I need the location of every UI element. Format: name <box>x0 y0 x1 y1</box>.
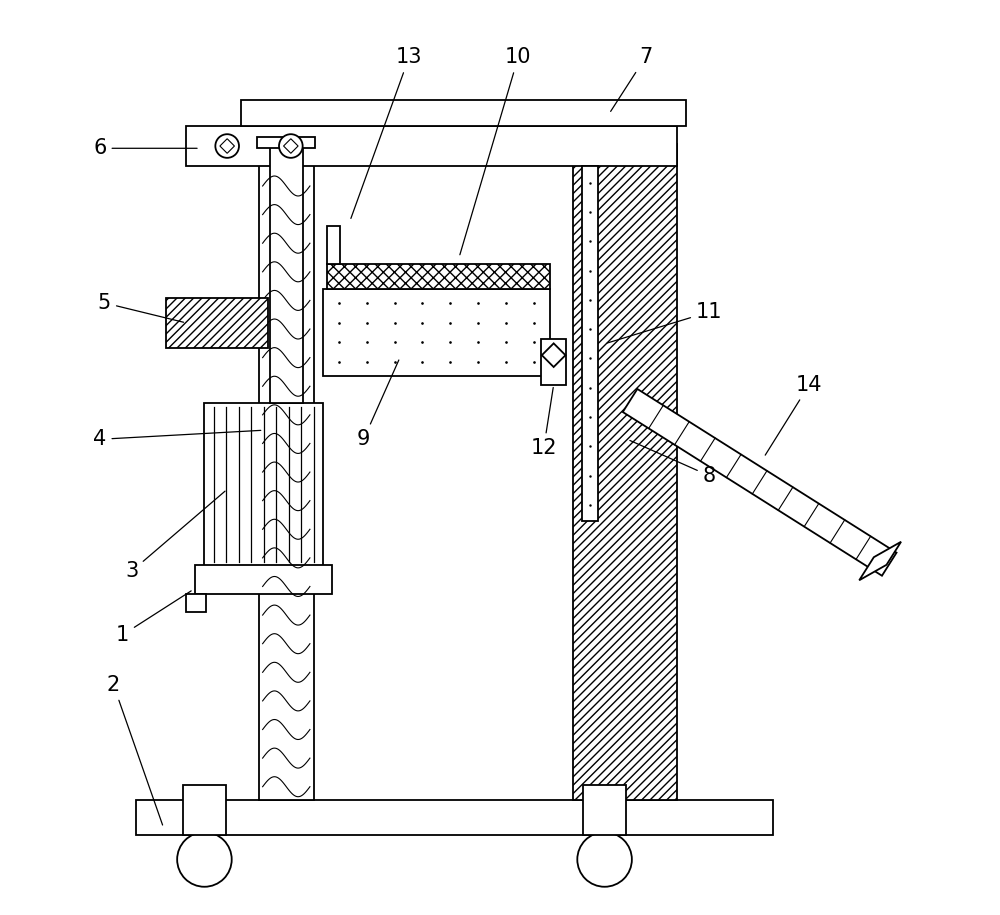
Text: 13: 13 <box>351 48 422 219</box>
Text: 1: 1 <box>116 591 191 645</box>
Bar <box>241 100 686 125</box>
Bar <box>183 785 226 834</box>
Bar <box>166 298 268 349</box>
Bar <box>186 594 206 612</box>
Text: 5: 5 <box>98 293 184 322</box>
Bar <box>270 144 303 403</box>
Bar <box>204 403 323 566</box>
Circle shape <box>177 832 232 887</box>
Text: 9: 9 <box>357 360 399 449</box>
Bar <box>323 289 550 376</box>
Circle shape <box>215 135 239 158</box>
Text: 2: 2 <box>107 675 163 825</box>
Polygon shape <box>542 343 565 367</box>
Bar <box>573 144 677 801</box>
Text: 11: 11 <box>607 302 722 343</box>
Bar <box>259 144 314 801</box>
Polygon shape <box>284 139 298 154</box>
Bar <box>257 137 315 148</box>
Text: 14: 14 <box>765 375 822 455</box>
Circle shape <box>279 135 303 158</box>
Text: 7: 7 <box>611 48 652 112</box>
Text: 6: 6 <box>93 138 197 158</box>
Bar <box>583 785 626 834</box>
Polygon shape <box>859 542 901 580</box>
Polygon shape <box>623 389 897 576</box>
Bar <box>541 339 566 384</box>
Polygon shape <box>220 139 234 154</box>
Text: 4: 4 <box>93 429 261 449</box>
Bar <box>327 264 550 289</box>
Bar <box>582 167 598 522</box>
Text: 10: 10 <box>460 48 531 254</box>
Bar <box>186 125 677 167</box>
Text: 3: 3 <box>125 491 225 581</box>
Bar <box>136 801 773 834</box>
Text: 12: 12 <box>530 387 557 458</box>
Bar <box>327 226 340 264</box>
Circle shape <box>577 832 632 887</box>
Bar <box>195 565 332 594</box>
Text: 8: 8 <box>630 440 716 486</box>
